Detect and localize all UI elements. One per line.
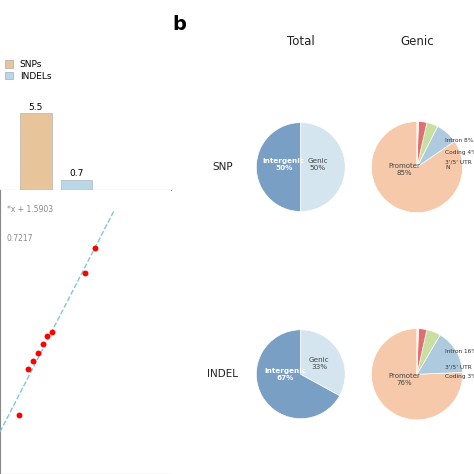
Text: b: b bbox=[173, 15, 186, 34]
Point bbox=[39, 340, 46, 348]
Wedge shape bbox=[256, 330, 340, 419]
Text: Total: Total bbox=[287, 35, 315, 48]
Text: Intron 16%: Intron 16% bbox=[445, 349, 474, 354]
Text: SNP: SNP bbox=[212, 162, 233, 172]
Text: Genic
33%: Genic 33% bbox=[309, 356, 330, 370]
Point bbox=[15, 411, 23, 419]
Text: Coding 3%: Coding 3% bbox=[445, 374, 474, 379]
Text: Intergenic
67%: Intergenic 67% bbox=[264, 368, 306, 381]
Text: N: N bbox=[445, 165, 450, 171]
Wedge shape bbox=[417, 330, 440, 374]
Text: 3'/5' UTR 5%: 3'/5' UTR 5% bbox=[445, 365, 474, 370]
Text: Intron 8%: Intron 8% bbox=[445, 138, 474, 143]
Wedge shape bbox=[371, 328, 463, 420]
Point bbox=[91, 245, 99, 252]
Bar bbox=[20, 113, 52, 190]
Text: 0.7: 0.7 bbox=[69, 170, 83, 179]
Wedge shape bbox=[256, 123, 301, 211]
Point bbox=[25, 365, 32, 373]
Wedge shape bbox=[417, 121, 419, 167]
Text: 3'/5' UTR 3%: 3'/5' UTR 3% bbox=[445, 159, 474, 164]
Legend: SNPs, INDELs: SNPs, INDELs bbox=[5, 60, 51, 81]
Text: Intergenic
50%: Intergenic 50% bbox=[263, 158, 305, 171]
Wedge shape bbox=[417, 127, 455, 167]
Text: 0.7217: 0.7217 bbox=[7, 234, 33, 243]
Text: Promoter
76%: Promoter 76% bbox=[388, 373, 420, 386]
Wedge shape bbox=[417, 122, 438, 167]
Text: *x + 1.5903: *x + 1.5903 bbox=[7, 205, 53, 214]
Bar bbox=[61, 180, 92, 190]
Point bbox=[34, 349, 42, 356]
Point bbox=[48, 328, 56, 336]
Wedge shape bbox=[371, 121, 463, 213]
Text: Genic: Genic bbox=[400, 35, 434, 48]
Wedge shape bbox=[301, 123, 345, 211]
Point bbox=[82, 269, 89, 277]
Text: INDEL: INDEL bbox=[207, 369, 238, 379]
Wedge shape bbox=[417, 335, 463, 374]
Point bbox=[29, 357, 37, 365]
Wedge shape bbox=[417, 328, 419, 374]
Text: 5.5: 5.5 bbox=[29, 103, 43, 112]
Wedge shape bbox=[417, 121, 427, 167]
Wedge shape bbox=[301, 330, 345, 396]
Text: Genic
50%: Genic 50% bbox=[307, 158, 328, 171]
Text: Promoter
85%: Promoter 85% bbox=[388, 163, 420, 176]
Wedge shape bbox=[417, 328, 427, 374]
Text: Coding 4%: Coding 4% bbox=[445, 150, 474, 155]
Point bbox=[44, 332, 51, 340]
